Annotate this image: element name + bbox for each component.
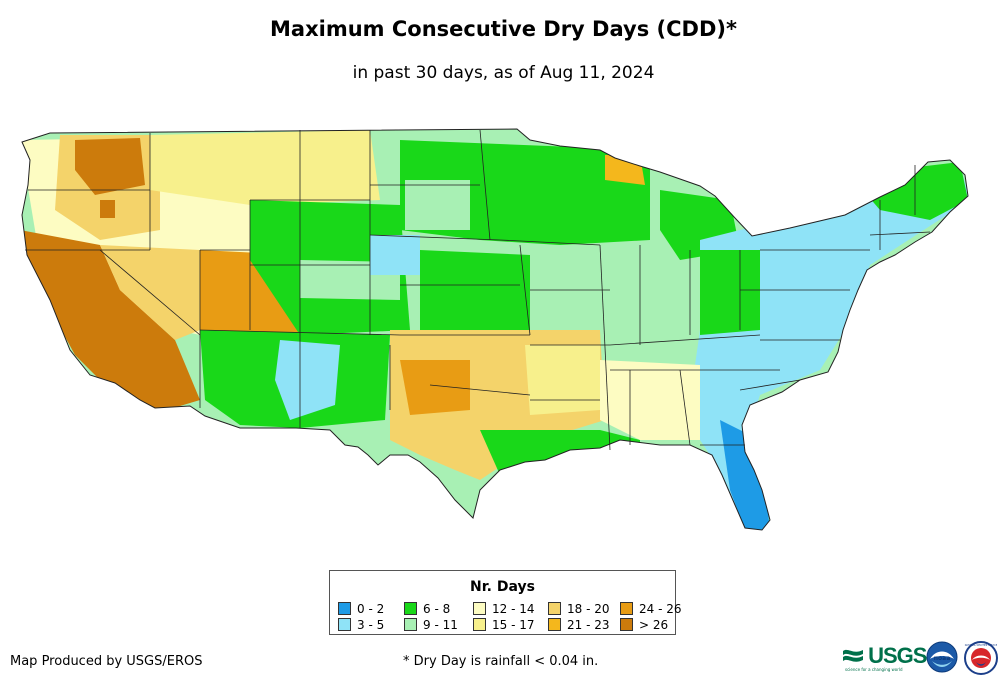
usgs-wave-icon	[843, 649, 863, 662]
legend-item: 15 - 17	[473, 618, 535, 632]
map-subtitle: in past 30 days, as of Aug 11, 2024	[352, 63, 655, 83]
legend-label: 6 - 8	[423, 602, 451, 616]
ia-mo-ne-border	[519, 244, 531, 336]
legend-swatch	[548, 618, 561, 631]
ohio-valley-6-8-region	[700, 250, 760, 335]
oregon-over-26-patch	[100, 200, 115, 218]
ca-nv-border	[99, 249, 201, 336]
usgs-wordmark: USGS	[868, 643, 927, 668]
legend-swatch	[473, 602, 486, 615]
legend-item: > 26	[620, 618, 668, 632]
kansas-6-8-region	[420, 250, 530, 330]
legend-label: 9 - 11	[423, 618, 458, 632]
legend-swatch	[620, 618, 633, 631]
dry-day-footnote: * Dry Day is rainfall < 0.04 in.	[403, 654, 599, 669]
legend-label: 18 - 20	[567, 602, 610, 616]
oregon-over-26-region	[75, 138, 145, 195]
sd-ne-border	[369, 234, 501, 241]
legend-item: 9 - 11	[404, 618, 458, 632]
tennessee-alabama-12-14-region	[600, 360, 700, 440]
legend-swatch	[620, 602, 633, 615]
usgs-tagline: science for a changing world	[845, 667, 903, 672]
legend-label: 0 - 2	[357, 602, 385, 616]
legend-item: 12 - 14	[473, 602, 535, 616]
nd-mn-border	[479, 129, 491, 241]
legend-swatch	[404, 618, 417, 631]
legend-item: 6 - 8	[404, 602, 450, 616]
legend-item: 3 - 5	[338, 618, 384, 632]
lake-superior-21-23-patch	[605, 155, 645, 185]
legend-item: 24 - 26	[620, 602, 682, 616]
california-over-26-region	[22, 230, 200, 412]
nws-logo: NATIONAL WEATHER SERVICE	[964, 641, 998, 675]
montana-15-17-region	[150, 130, 380, 205]
legend-label: 21 - 23	[567, 618, 610, 632]
legend-item: 21 - 23	[548, 618, 610, 632]
legend-swatch	[338, 618, 351, 631]
state-boundaries	[25, 129, 931, 451]
legend-swatch	[404, 602, 417, 615]
legend-label: 24 - 26	[639, 602, 682, 616]
mississippi-river	[599, 244, 611, 451]
legend-swatch	[473, 618, 486, 631]
arkansas-15-17-region	[525, 345, 600, 415]
mn-ia-border	[499, 239, 601, 246]
noaa-wordmark: noaa	[934, 655, 951, 662]
sc-ga-border	[739, 379, 801, 391]
oklahoma-24-26-region	[400, 360, 470, 415]
legend-label: 15 - 17	[492, 618, 535, 632]
noaa-logo: noaa	[926, 641, 958, 673]
ok-tx-red-river	[429, 384, 531, 396]
us-outline	[21, 128, 969, 531]
legend-label: 12 - 14	[492, 602, 535, 616]
legend-title: Nr. Days	[470, 579, 535, 595]
new-mexico-3-5-region	[275, 340, 340, 420]
nebraska-3-5-region	[370, 235, 420, 275]
legend-swatch	[338, 602, 351, 615]
map-title: Maximum Consecutive Dry Days (CDD)*	[270, 17, 737, 41]
ma-ct-border	[869, 231, 931, 236]
south-dakota-9-11-region	[405, 180, 470, 230]
al-ga-border	[679, 369, 691, 446]
map-credit: Map Produced by USGS/EROS	[10, 654, 203, 669]
legend-swatch	[548, 602, 561, 615]
ky-tn-border	[609, 334, 761, 346]
legend-label: > 26	[639, 618, 669, 632]
legend-label: 3 - 5	[357, 618, 385, 632]
legend-item: 0 - 2	[338, 602, 384, 616]
usgs-logo: USGS science for a changing world	[843, 643, 927, 672]
legend-item: 18 - 20	[548, 602, 610, 616]
legend: Nr. Days 0 - 2 3 - 5 6 - 8 9 - 11 12 - 14 15 …	[329, 570, 682, 635]
nws-wordmark: NATIONAL WEATHER SERVICE	[965, 644, 998, 647]
